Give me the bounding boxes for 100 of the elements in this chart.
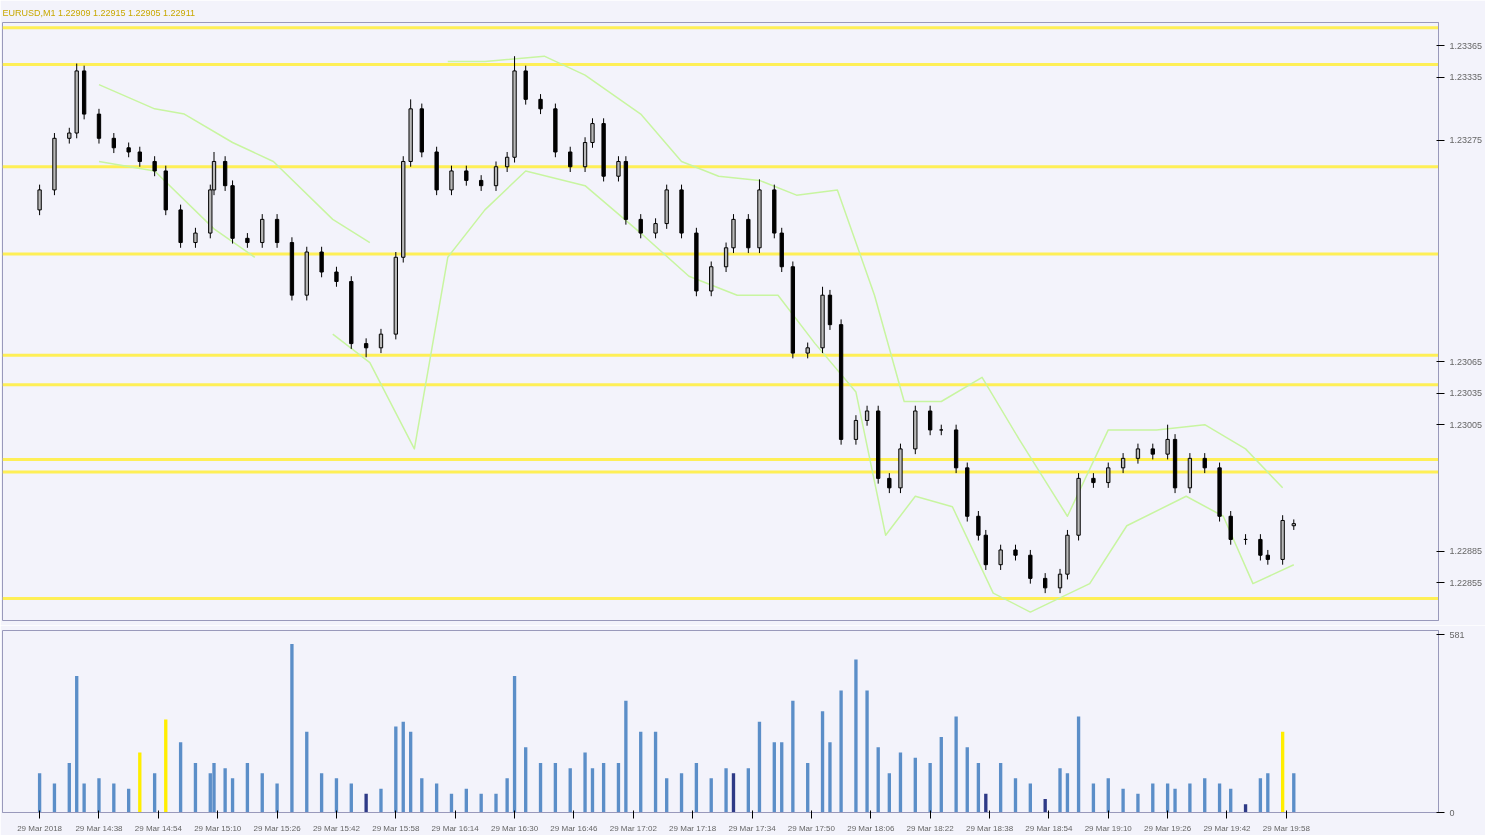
bar	[275, 783, 279, 813]
x-tick-label: 29 Mar 17:50	[787, 823, 836, 833]
candlestick	[723, 242, 729, 273]
candlestick	[363, 337, 369, 358]
candlestick	[137, 146, 142, 168]
bar	[494, 793, 498, 813]
x-tick-label: 29 Mar 16:14	[431, 823, 480, 833]
y-tick-label: 1.23065	[1449, 356, 1483, 367]
candlestick	[616, 155, 621, 182]
x-tick-label: 29 Mar 17:02	[609, 823, 658, 833]
y-tick-label: 1.23335	[1449, 72, 1483, 83]
candlestick	[1228, 510, 1233, 546]
candlestick	[319, 246, 324, 278]
y-tick-label: 1.22855	[1449, 577, 1483, 588]
candlestick	[590, 117, 595, 149]
bar	[1136, 793, 1140, 813]
candlestick	[152, 155, 157, 177]
bar	[505, 778, 509, 813]
candlestick	[1043, 572, 1048, 594]
bar	[928, 762, 932, 813]
candlestick	[1106, 462, 1111, 489]
bar	[1173, 788, 1177, 813]
x-tick-label: 29 Mar 17:18	[669, 823, 717, 833]
bar	[1091, 783, 1096, 813]
candlestick	[976, 510, 981, 541]
bar	[724, 768, 728, 813]
x-tick-label: 29 Mar 19:42	[1203, 823, 1252, 833]
y-tick-label: 1.23035	[1449, 388, 1483, 399]
bar	[1217, 783, 1222, 813]
bar	[1121, 788, 1125, 813]
candlestick	[464, 165, 469, 187]
candlestick	[260, 213, 265, 249]
candlestick	[1258, 533, 1263, 561]
candlestick	[998, 544, 1003, 571]
bar	[1188, 783, 1192, 813]
candlestick	[1028, 549, 1033, 585]
bar	[1151, 783, 1155, 813]
candlestick	[111, 132, 116, 154]
candlestick	[638, 213, 643, 239]
x-tick-label: 29 Mar 18:06	[847, 823, 895, 833]
bar	[839, 690, 843, 813]
bar	[854, 659, 858, 813]
bar	[1058, 768, 1062, 813]
y-tick-label: 0	[1449, 807, 1455, 818]
x-tick-label: 29 Mar 18:22	[906, 823, 955, 833]
x-tick-label: 29 Mar 18:54	[1025, 823, 1074, 833]
candlestick	[37, 184, 42, 216]
candlestick	[568, 146, 573, 173]
x-tick-label: 29 Mar 16:30	[490, 823, 539, 833]
bar	[791, 700, 795, 813]
bar	[52, 783, 57, 813]
bar	[379, 788, 383, 813]
candlestick	[1120, 452, 1126, 474]
x-tick-label: 29 Mar 19:58	[1262, 823, 1311, 833]
bar	[349, 783, 353, 813]
x-tick-label: 29 Mar 15:42	[312, 823, 361, 833]
bar	[1076, 716, 1081, 813]
x-tick-label: 29 Mar 19:26	[1144, 823, 1192, 833]
candlestick	[504, 151, 510, 173]
x-tick-label: 29 Mar 19:10	[1084, 823, 1133, 833]
candlestick	[493, 160, 499, 192]
candlestick	[193, 227, 198, 249]
bar	[97, 778, 101, 813]
candlestick	[1202, 452, 1207, 474]
bar	[364, 793, 368, 813]
y-tick-label: 1.22885	[1449, 546, 1483, 557]
x-tick-label: 29 Mar 14:38	[75, 823, 124, 833]
bar	[112, 783, 116, 813]
candlestick	[334, 266, 339, 288]
y-tick-label: 1.23365	[1449, 40, 1483, 51]
candlestick	[449, 165, 454, 196]
bar	[865, 690, 869, 813]
bar	[212, 762, 216, 813]
x-tick-label: 29 Mar 15:10	[194, 823, 242, 833]
bar	[479, 793, 483, 813]
candlestick	[538, 93, 543, 115]
candlestick	[274, 213, 280, 249]
chart-title: EURUSD,M1 1.22909 1.22915 1.22905 1.22911	[2, 7, 195, 18]
bar	[954, 716, 958, 813]
bar	[290, 643, 294, 813]
bar	[1028, 783, 1032, 813]
x-tick-label: 29 Mar 16:46	[550, 823, 599, 833]
x-tick-label: 29 Mar 15:26	[253, 823, 302, 833]
y-tick-label: 581	[1449, 629, 1465, 640]
bar	[223, 768, 227, 813]
x-tick-label: 29 Mar 2018	[17, 823, 63, 833]
bar	[82, 783, 86, 813]
bar	[583, 752, 587, 813]
candlestick	[887, 472, 892, 494]
candlestick	[653, 217, 658, 239]
x-tick-label: 29 Mar 14:54	[134, 823, 183, 833]
bar	[624, 700, 628, 813]
candlestick	[927, 405, 933, 436]
bar	[820, 711, 825, 813]
candlestick	[378, 328, 384, 354]
x-tick-label: 29 Mar 17:34	[728, 823, 777, 833]
candlestick	[1057, 568, 1063, 594]
candlestick	[1165, 424, 1170, 460]
candlestick	[864, 405, 870, 427]
y-tick-label: 1.23275	[1449, 135, 1483, 146]
